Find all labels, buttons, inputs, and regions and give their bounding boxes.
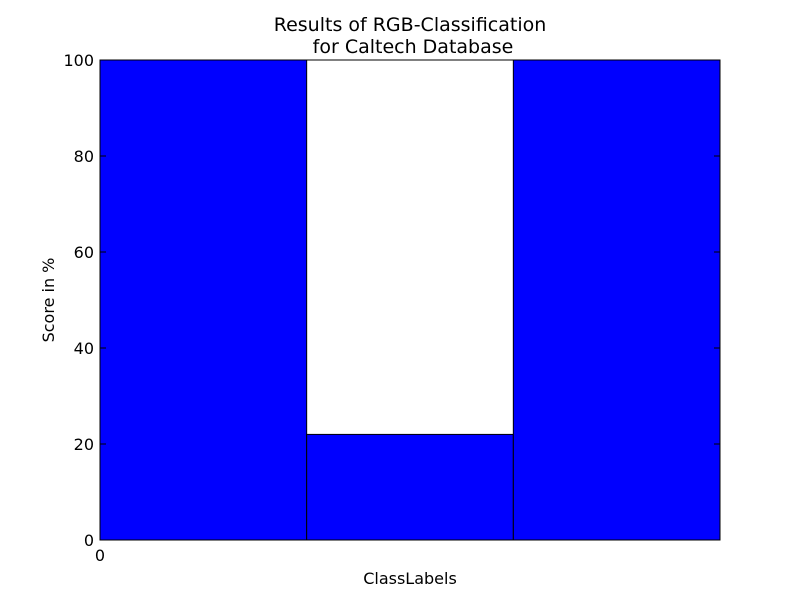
chart-title-line-2: for Caltech Database <box>313 36 514 58</box>
y-tick-label: 0 <box>84 531 94 550</box>
y-tick-label: 40 <box>74 339 94 358</box>
y-tick-label: 100 <box>63 51 94 70</box>
y-tick-label: 80 <box>74 147 94 166</box>
bar-2 <box>306 433 514 541</box>
plot-frame <box>99 59 721 541</box>
x-axis-label: ClassLabels <box>363 569 457 588</box>
y-ticks-group: 0 20 40 60 80 100 <box>63 51 720 550</box>
y-axis-label: Score in % <box>39 258 58 343</box>
bar-3 <box>512 59 721 541</box>
y-tick-label: 20 <box>74 435 94 454</box>
bars-group <box>99 59 721 541</box>
bar-1 <box>99 59 308 541</box>
x-ticks-group: 0 <box>95 546 105 565</box>
y-tick-label: 60 <box>74 243 94 262</box>
chart-title-line-1: Results of RGB-Classification <box>274 14 547 36</box>
x-tick-label: 0 <box>95 546 105 565</box>
